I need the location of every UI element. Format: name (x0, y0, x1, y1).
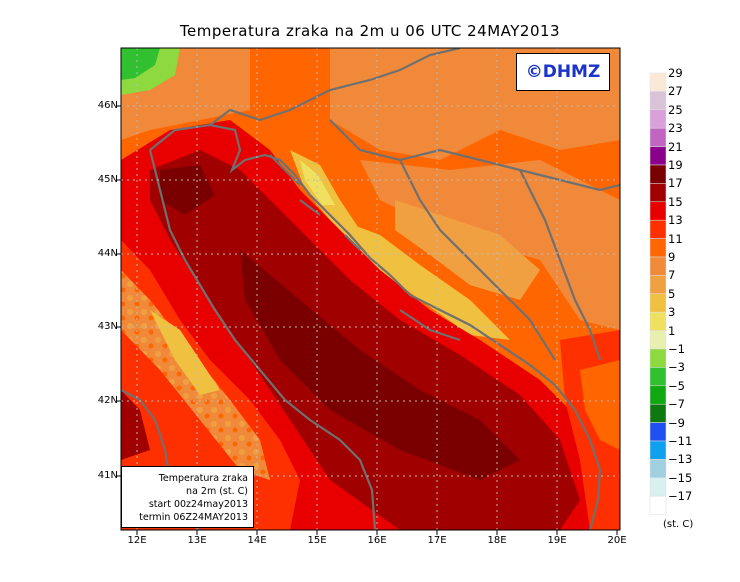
legend-label: 7 (668, 268, 676, 283)
axis-ticks (116, 105, 618, 535)
legend-swatch (649, 385, 667, 405)
temperature-field (121, 48, 620, 530)
legend-label: −1 (668, 342, 685, 356)
legend-label: 11 (668, 231, 683, 246)
lon-label-17e: 17E (427, 535, 447, 546)
legend-label: −5 (668, 378, 685, 393)
legend-label: −9 (668, 415, 685, 430)
lat-label-46n: 46N (97, 100, 118, 111)
legend-label: 5 (668, 286, 676, 301)
legend-swatch (649, 72, 667, 92)
legend-swatch (649, 275, 667, 295)
legend-label: 27 (668, 84, 683, 99)
legend-label: 1 (668, 323, 676, 338)
legend-swatch (649, 311, 667, 331)
legend-label: 3 (668, 305, 676, 320)
legend-swatch (649, 403, 667, 423)
lon-label-13e: 13E (187, 535, 207, 546)
lat-label-45n: 45N (97, 174, 118, 185)
lat-label-41n: 41N (97, 470, 118, 481)
info-line-termin: termin 06Z24MAY2013 (139, 512, 248, 523)
lon-label-15e: 15E (307, 535, 327, 546)
legend-label: 19 (668, 158, 683, 172)
legend-label: −17 (668, 489, 693, 504)
grid (121, 48, 620, 530)
legend-label: 21 (668, 139, 683, 154)
legend-swatch (649, 422, 667, 442)
lon-label-16e: 16E (367, 535, 387, 546)
lon-label-12e: 12E (127, 535, 147, 546)
legend-swatch (649, 183, 667, 203)
info-line-start: start 00z24may2013 (148, 499, 248, 510)
legend-swatch (649, 201, 667, 221)
legend-label: 23 (668, 121, 683, 136)
coastlines (121, 48, 620, 530)
legend-swatch (649, 330, 667, 350)
legend-label: 13 (668, 213, 683, 228)
legend-swatch (649, 219, 667, 239)
map-frame (120, 47, 621, 531)
legend-label: 15 (668, 194, 683, 209)
legend-swatch (649, 127, 667, 147)
legend-swatch (649, 477, 667, 497)
legend-swatch (649, 238, 667, 258)
map-title: Temperatura zraka na 2m u 06 UTC 24MAY20… (179, 22, 561, 40)
legend-swatch (649, 91, 667, 111)
legend-label: 17 (668, 176, 683, 191)
lon-label-20e: 20E (607, 535, 627, 546)
lat-label-44n: 44N (97, 248, 118, 259)
lat-label-43n: 43N (97, 321, 118, 332)
legend-swatch (649, 164, 667, 184)
legend-label: −13 (668, 452, 693, 467)
legend-swatch (649, 146, 667, 166)
legend-label: 25 (668, 102, 683, 117)
lon-label-18e: 18E (487, 535, 507, 546)
legend-swatch (649, 348, 667, 368)
legend-swatch (649, 109, 667, 129)
legend-label: −3 (668, 360, 685, 375)
lat-label-42n: 42N (97, 395, 118, 406)
legend-swatch (649, 440, 667, 460)
legend-label: −15 (668, 470, 693, 485)
legend-units: (st. C) (663, 519, 694, 530)
info-box: Temperatura zraka na 2m (st. C) start 00… (121, 466, 254, 528)
legend-label: 9 (668, 250, 676, 264)
info-line-units: na 2m (st. C) (186, 486, 248, 497)
legend-swatch (649, 459, 667, 479)
legend-swatch (649, 256, 667, 276)
lon-label-14e: 14E (247, 535, 267, 546)
legend-label: −11 (668, 434, 693, 448)
legend-swatch (649, 293, 667, 313)
legend-label: −7 (668, 397, 685, 412)
legend-colorbar (649, 72, 667, 515)
legend-swatch (649, 367, 667, 387)
lon-label-19e: 19E (547, 535, 567, 546)
dhmz-logo: ©DHMZ (516, 53, 610, 91)
legend-label: 29 (668, 66, 683, 80)
info-line-variable: Temperatura zraka (158, 473, 248, 484)
legend-swatch (649, 495, 667, 515)
